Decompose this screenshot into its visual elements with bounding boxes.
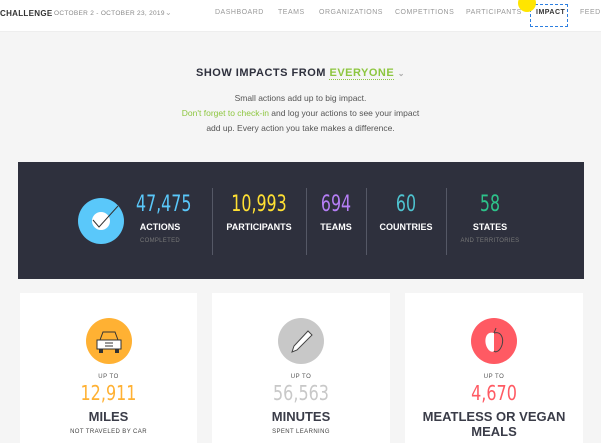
chevron-down-icon[interactable]: ⌄ (397, 69, 405, 78)
divider (446, 188, 447, 255)
audience-selector[interactable]: EVERYONE (329, 67, 395, 80)
upto-label: UP TO (483, 374, 505, 380)
nav-organizations[interactable]: ORGANIZATIONS (319, 9, 383, 16)
stat-participants: 10,993 PARTICIPANTS (222, 192, 296, 232)
car-icon (85, 318, 132, 364)
stat-states: 58 STATES AND TERRITORIES (454, 192, 526, 244)
focus-outline (530, 4, 568, 27)
divider (366, 188, 367, 255)
stat-label: COUNTRIES (379, 222, 433, 232)
stat-value: 60 (395, 192, 417, 217)
upto-label: UP TO (98, 374, 119, 380)
card-description: SPENT LEARNING (272, 429, 330, 435)
impact-heading: SHOW IMPACTS FROM EVERYONE ⌄ (0, 67, 601, 80)
card-value: 12,911 (80, 381, 137, 405)
impact-card-miles: UP TO 12,911 MILES NOT TRAVELED BY CAR (20, 293, 197, 443)
nav-feed[interactable]: FEED (580, 9, 601, 16)
stat-label: PARTICIPANTS (226, 222, 292, 232)
stat-value: 47,475 (136, 192, 192, 217)
upto-label: UP TO (290, 374, 312, 380)
stat-countries: 60 COUNTRIES (374, 192, 438, 232)
stat-actions: 47,475 ACTIONS COMPLETED (130, 192, 192, 244)
stat-teams: 694 TEAMS (314, 192, 358, 232)
chevron-down-icon[interactable]: ⌄ (165, 8, 172, 17)
cursor-indicator (518, 0, 536, 12)
top-nav: CHALLENGE OCTOBER 2 - OCTOBER 23, 2019 ⌄… (0, 0, 601, 32)
intro-line: add up. Every action you take makes a di… (206, 123, 395, 133)
checkmark-icon (78, 198, 124, 244)
divider (306, 188, 307, 255)
impact-card-meals: UP TO 4,670 MEATLESS OR VEGAN MEALS (405, 293, 583, 443)
apple-icon (471, 318, 517, 364)
nav-participants[interactable]: PARTICIPANTS (466, 9, 522, 16)
stats-panel: 47,475 ACTIONS COMPLETED 10,993 PARTICIP… (18, 162, 584, 279)
intro-line: Small actions add up to big impact. (234, 93, 367, 103)
stat-value: 10,993 (231, 192, 287, 217)
stat-label: TEAMS (320, 222, 352, 232)
check-in-link[interactable]: Don't forget to check-in (181, 108, 269, 118)
challenge-title: CHALLENGE (0, 9, 53, 18)
stat-label: ACTIONS (139, 222, 181, 232)
impact-card-minutes: UP TO 56,563 MINUTES SPENT LEARNING (212, 293, 390, 443)
card-unit: MILES (88, 409, 129, 424)
pencil-icon (278, 318, 324, 364)
card-value: 56,563 (273, 381, 329, 405)
card-value: 4,670 (471, 381, 517, 405)
divider (212, 188, 213, 255)
card-unit: MINUTES (271, 409, 331, 424)
stat-sublabel: COMPLETED (139, 238, 181, 244)
intro-text: Small actions add up to big impact. Don'… (0, 91, 601, 136)
stat-label: STATES (472, 222, 508, 232)
stat-sublabel: AND TERRITORIES (460, 238, 520, 244)
nav-competitions[interactable]: COMPETITIONS (395, 9, 455, 16)
card-description: NOT TRAVELED BY CAR (70, 429, 147, 435)
nav-dashboard[interactable]: DASHBOARD (215, 9, 264, 16)
nav-impact[interactable]: IMPACT (536, 9, 566, 16)
card-unit: MEATLESS OR VEGAN MEALS (422, 409, 566, 439)
date-range-selector[interactable]: OCTOBER 2 - OCTOBER 23, 2019 (54, 10, 165, 17)
nav-teams[interactable]: TEAMS (278, 9, 305, 16)
heading-prefix: SHOW IMPACTS FROM (196, 67, 326, 79)
stat-value: 694 (320, 192, 352, 217)
intro-line: and log your actions to see your impact (268, 108, 420, 118)
stat-value: 58 (479, 192, 501, 217)
